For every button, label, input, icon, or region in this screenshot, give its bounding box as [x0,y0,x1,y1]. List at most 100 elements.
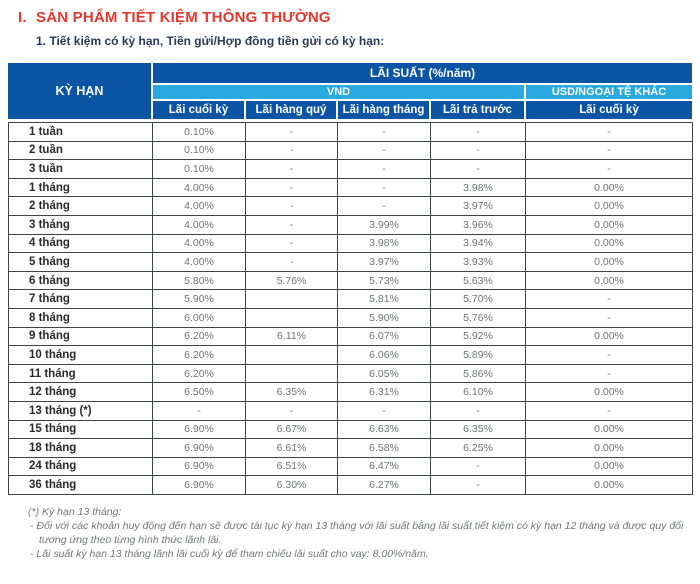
rate-cell: - [430,456,526,477]
rate-cell: - [337,140,431,161]
currency-header-usd: USD/NGOẠI TỆ KHÁC [526,85,692,99]
rate-cell: 6.25% [430,438,526,458]
rate-cell: 6.20% [152,326,246,347]
rate-cell: 6.00% [152,307,246,328]
term-cell: 24 tháng [8,456,153,477]
table-row: 10 tháng 6.20% 6.06% 5.89% - [8,345,693,365]
rate-cell: - [245,214,338,235]
rate-cell: 3.94% [430,233,526,254]
table-row: 3 tháng 4.00% -3.99% 3.96% 0.00% [8,214,693,235]
rate-cell: 0.00% [525,475,693,495]
term-cell: 6 tháng [8,270,153,291]
rate-cell: 6.20% [152,363,246,384]
rate-cell: 5.89% [430,345,526,365]
rate-cell: 6.63% [337,419,431,440]
currency-header-vnd: VND [153,85,524,99]
table-row: 8 tháng 6.00% 5.90% 5.76% - [8,307,693,328]
rate-cell: 6.90% [152,475,246,495]
term-cell: 1 tuần [8,122,153,142]
rate-cell: 6.47% [337,456,431,477]
rate-cell: 0.10% [152,122,246,142]
table-row: 6 tháng 5.80% 5.76% 5.73% 5.63% 0.00% [8,270,693,291]
rate-cell: 4.00% [152,252,246,272]
rate-cell: 6.58% [337,438,431,458]
rate-cell: 0.00% [525,326,693,347]
rate-cell: - [245,233,338,254]
term-cell: 3 tháng [8,214,153,235]
rate-cell: 0.00% [525,419,693,440]
table-row: 5 tháng 4.00% -3.97% 3.93% 0.00% [8,252,693,272]
rate-cell: 4.00% [152,214,246,235]
rate-cell: 0.00% [525,438,693,458]
rate-cell: - [430,122,526,142]
rate-cell: - [525,140,693,161]
rate-cell: 4.00% [152,177,246,198]
table-row: 7 tháng 5.90% 5.81% 5.70% - [8,289,693,309]
rate-cell: 4.00% [152,233,246,254]
rate-cell [245,307,338,328]
rate-cell: 4.00% [152,196,246,216]
rate-cell: - [430,159,526,179]
term-cell: 12 tháng [8,382,153,402]
rate-cell: 5.73% [337,270,431,291]
table-row: 18 tháng 6.90% 6.61% 6.58% 6.25% 0.00% [8,438,693,458]
term-cell: 3 tuần [8,159,153,179]
rate-cell: - [337,159,431,179]
rate-cell: 6.90% [152,438,246,458]
rate-cell: 6.20% [152,345,246,365]
term-cell: 8 tháng [8,307,153,328]
table-row: 9 tháng 6.20% 6.11% 6.07% 5.92% 0.00% [8,326,693,347]
table-row: 36 tháng 6.90% 6.30% 6.27% -0.00% [8,475,693,495]
term-cell: 5 tháng [8,252,153,272]
rate-cell: - [245,177,338,198]
term-cell: 4 tháng [8,233,153,254]
rate-cell: 3.97% [337,252,431,272]
rate-cell: 0.10% [152,140,246,161]
rate-cell: - [152,400,246,421]
footnote-title: (*) Kỳ hạn 13 tháng: [28,505,122,518]
term-cell: 13 tháng (*) [8,400,153,421]
rate-cell: - [525,400,693,421]
rate-cell: - [525,345,693,365]
rate-cell: 5.92% [430,326,526,347]
subcolumn-header-end-of-term: Lãi cuối kỳ [153,101,244,119]
table-row: 3 tuần 0.10% - - - - [8,159,693,179]
page-title: I. SẢN PHẨM TIẾT KIỆM THÔNG THƯỜNG [0,0,700,27]
rate-cell: 0.00% [525,196,693,216]
rate-cell: 5.63% [430,270,526,291]
rate-cell: 6.51% [245,456,338,477]
rate-cell: - [245,252,338,272]
term-cell: 15 tháng [8,419,153,440]
rate-cell: - [525,363,693,384]
header-row-rate-group: KỲ HẠN LÃI SUẤT (%/năm) [8,63,692,119]
rate-cell: 6.05% [337,363,431,384]
rate-cell: 6.07% [337,326,431,347]
section-subtitle: 1. Tiết kiệm có kỳ hạn, Tiền gửi/Hợp đồn… [36,34,385,48]
page-title-text: SẢN PHẨM TIẾT KIỆM THÔNG THƯỜNG [36,9,331,26]
rate-cell [245,345,338,365]
rate-cell: 6.90% [152,419,246,440]
header-row-subcolumns: Lãi cuối kỳ Lãi hàng quý Lãi hàng tháng … [8,101,692,119]
rate-table: 1 tuần 0.10% - - - -2 tuần 0.10% - - - -3 tuần 0.10… [8,122,693,495]
rate-cell: 0.00% [525,270,693,291]
table-row: 4 tháng 4.00% -3.98% 3.94% 0.00% [8,233,693,254]
rate-cell: 3.98% [430,177,526,198]
rate-cell: 0.00% [525,233,693,254]
rate-cell: - [337,400,431,421]
rate-cell: 6.67% [245,419,338,440]
table-row: 1 tuần 0.10% - - - - [8,122,693,142]
rate-cell: 5.80% [152,270,246,291]
rate-cell: 6.50% [152,382,246,402]
subcolumn-header-quarterly: Lãi hàng quý [246,101,336,119]
rate-cell: - [337,177,431,198]
rate-cell: - [245,159,338,179]
rate-cell: 5.70% [430,289,526,309]
rate-cell: - [525,307,693,328]
rate-cell: 3.99% [337,214,431,235]
rate-cell: - [245,140,338,161]
rate-cell: 6.10% [430,382,526,402]
rate-cell: - [337,122,431,142]
rate-cell: - [430,400,526,421]
rate-group-header: LÃI SUẤT (%/năm) [153,63,692,83]
rate-cell: 6.06% [337,345,431,365]
